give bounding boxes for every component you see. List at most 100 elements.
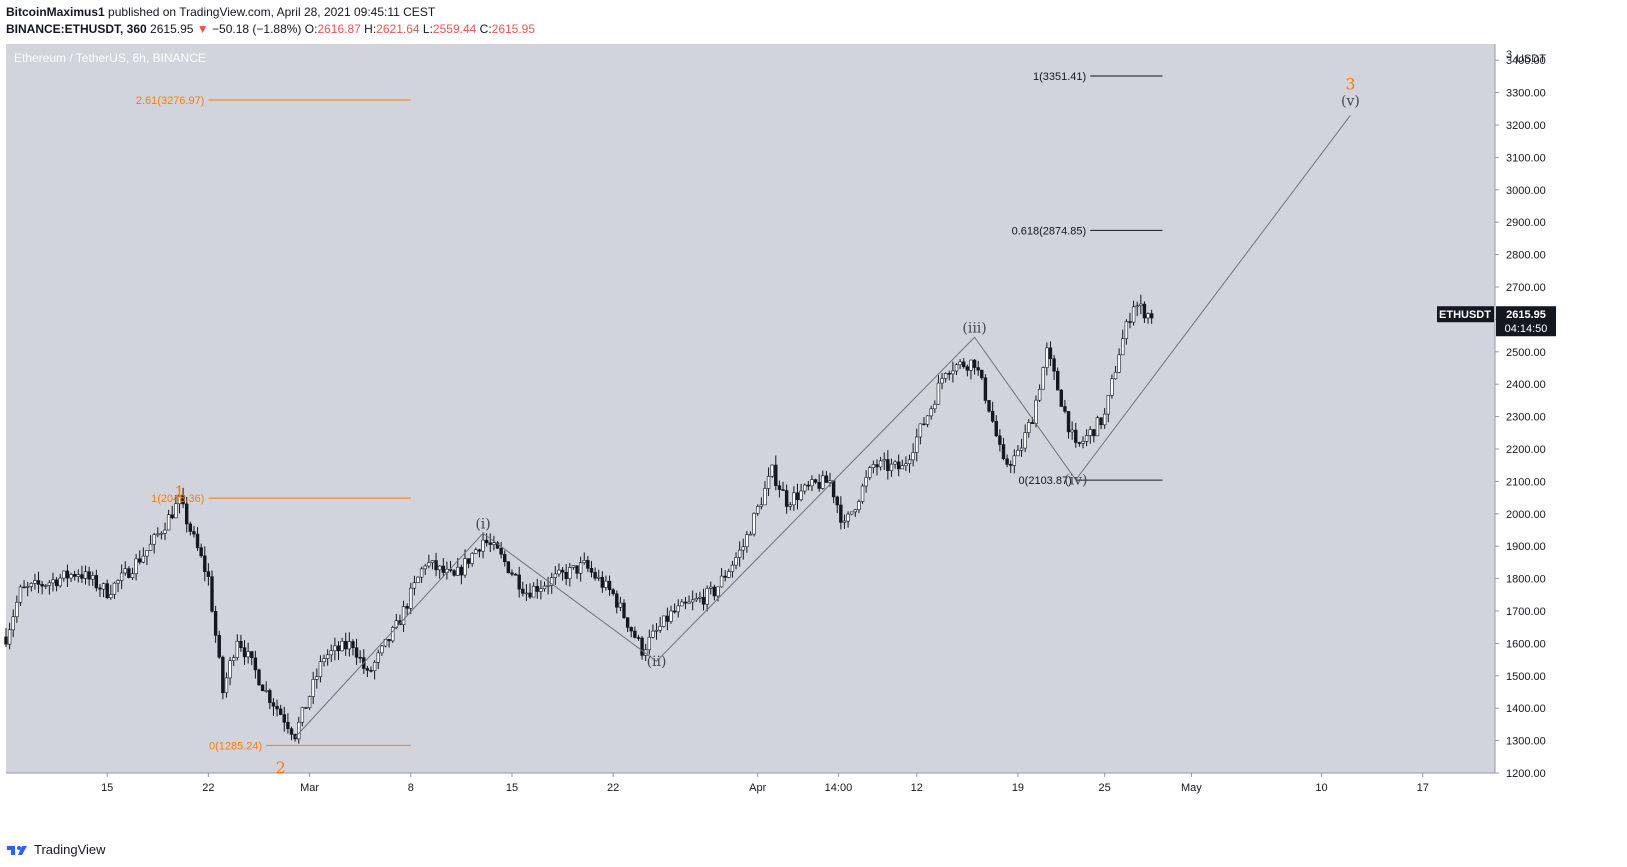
- symbol-info: BINANCE:ETHUSDT, 360 2615.95 ▼ −50.18 (−…: [6, 22, 535, 36]
- candle-body-240: [871, 464, 876, 468]
- candle-body-307: [1113, 371, 1118, 380]
- candle-body-193: [701, 596, 706, 605]
- candle-body-295: [1070, 429, 1074, 433]
- close-value: 2615.95: [491, 22, 536, 36]
- price-tag-symbol: ETHUSDT: [1439, 309, 1491, 321]
- candle-body-153: [557, 569, 561, 575]
- candle-body-34: [127, 568, 131, 578]
- candle-body-165: [600, 576, 605, 588]
- fib-label-0: 2.61(3276.97): [136, 95, 205, 107]
- y-tick-label-2: 1400.00: [1506, 703, 1546, 715]
- author-name[interactable]: BitcoinMaximus1: [6, 5, 105, 19]
- price-axis[interactable]: [1495, 44, 1563, 773]
- candle-body-156: [568, 567, 572, 579]
- candle-body-115: [419, 568, 424, 578]
- candle-body-82: [300, 707, 305, 723]
- candle-body-71: [260, 684, 265, 692]
- candle-body-181: [658, 626, 662, 631]
- candle-body-100: [365, 668, 370, 671]
- x-tick-label-9: 19: [1012, 782, 1024, 794]
- candle-body-127: [463, 558, 467, 576]
- candle-body-316: [1146, 313, 1150, 319]
- candle-body-141: [513, 573, 518, 576]
- candle-body-298: [1081, 440, 1085, 444]
- candle-body-117: [427, 562, 431, 567]
- footer-brand: TradingView: [34, 842, 106, 857]
- candle-body-41: [152, 534, 156, 545]
- y-tick-label-15: 2700.00: [1506, 282, 1546, 294]
- x-tick-label-10: 25: [1099, 782, 1111, 794]
- candle-body-133: [484, 539, 489, 544]
- candle-body-231: [839, 504, 843, 523]
- x-tick-label-7: 14:00: [825, 782, 853, 794]
- candle-body-313: [1135, 305, 1139, 308]
- candle-body-35: [130, 573, 135, 578]
- y-tick-label-1: 1300.00: [1506, 736, 1546, 748]
- y-tick-label-20: 3200.00: [1506, 120, 1546, 132]
- candle-body-49: [181, 494, 185, 505]
- candle-body-275: [998, 435, 1002, 445]
- open-label: O:: [304, 22, 318, 36]
- candle-body-292: [1059, 389, 1064, 407]
- candle-body-290: [1052, 358, 1056, 372]
- candle-body-281: [1019, 447, 1024, 451]
- candle-body-309: [1121, 338, 1125, 356]
- x-tick-label-0: 15: [101, 782, 113, 794]
- candle-body-139: [506, 561, 511, 574]
- candle-body-311: [1128, 321, 1132, 323]
- candle-body-168: [611, 589, 615, 595]
- candle-body-43: [159, 532, 164, 535]
- candle-body-48: [177, 494, 182, 505]
- candle-body-184: [669, 610, 673, 622]
- wave-label-5: 3: [1345, 74, 1355, 93]
- price-tag-symbol-bg: [1437, 306, 1494, 323]
- candle-body-3: [15, 601, 19, 618]
- y-tick-label-10: 2200.00: [1506, 444, 1546, 456]
- candle-body-15: [58, 577, 62, 587]
- candle-body-192: [698, 596, 702, 599]
- candle-body-110: [401, 606, 406, 625]
- candle-body-172: [625, 617, 630, 628]
- candle-body-70: [257, 669, 261, 686]
- last-price: 2615.95: [150, 22, 194, 36]
- candle-body-40: [148, 543, 153, 551]
- candle-body-175: [636, 637, 641, 639]
- candle-body-25: [94, 575, 99, 589]
- chart-plot-area[interactable]: [6, 44, 1495, 773]
- candle-body-56: [206, 571, 211, 577]
- candle-body-149: [542, 585, 547, 590]
- candle-body-95: [347, 641, 352, 650]
- candle-body-19: [72, 574, 77, 577]
- candle-body-273: [990, 410, 995, 422]
- candle-body-137: [499, 547, 503, 555]
- x-tick-label-5: 22: [607, 782, 619, 794]
- candle-body-243: [882, 459, 886, 462]
- candle-body-91: [333, 645, 337, 652]
- candle-body-129: [470, 553, 474, 564]
- candle-body-224: [813, 479, 818, 483]
- candle-body-164: [597, 576, 601, 579]
- candle-body-107: [391, 627, 395, 642]
- candle-body-233: [846, 513, 850, 522]
- candle-body-315: [1142, 303, 1147, 319]
- candle-body-301: [1092, 429, 1096, 437]
- candle-body-255: [925, 415, 930, 425]
- candle-body-260: [943, 373, 948, 379]
- candle-body-187: [680, 601, 684, 607]
- candle-body-244: [886, 459, 890, 471]
- tradingview-logo-icon: [7, 845, 27, 855]
- candle-body-61: [224, 677, 229, 694]
- candle-body-241: [875, 464, 879, 468]
- candle-body-189: [687, 601, 691, 604]
- price-tag-countdown: 04:14:50: [1505, 323, 1548, 335]
- candle-body-57: [210, 576, 214, 612]
- candle-body-53: [195, 533, 200, 548]
- candle-body-190: [690, 599, 695, 603]
- candle-body-169: [615, 593, 619, 608]
- candle-body-221: [803, 484, 807, 492]
- candle-body-272: [987, 400, 991, 412]
- candle-body-317: [1149, 313, 1154, 319]
- candle-body-225: [817, 481, 821, 489]
- candle-body-66: [242, 647, 247, 658]
